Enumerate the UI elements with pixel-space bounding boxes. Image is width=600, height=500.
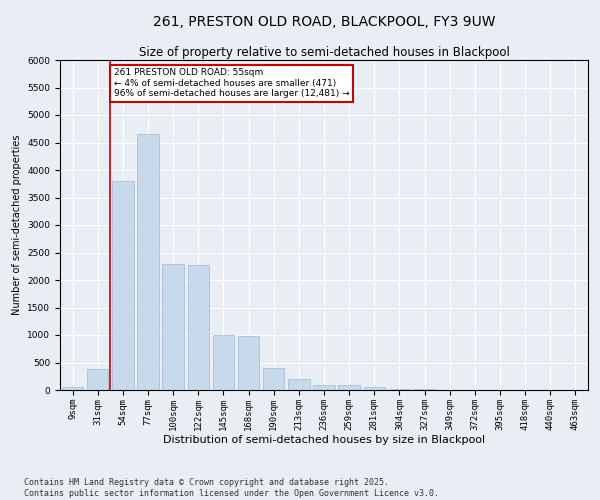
Y-axis label: Number of semi-detached properties: Number of semi-detached properties [12, 134, 22, 316]
Bar [389, 389, 410, 390]
Title: Size of property relative to semi-detached houses in Blackpool: Size of property relative to semi-detach… [139, 46, 509, 59]
Bar [163, 264, 184, 390]
Bar [338, 384, 360, 390]
Bar [238, 336, 259, 390]
Bar [213, 335, 234, 390]
Bar [112, 181, 134, 390]
Text: 261, PRESTON OLD ROAD, BLACKPOOL, FY3 9UW: 261, PRESTON OLD ROAD, BLACKPOOL, FY3 9U… [153, 15, 495, 29]
Bar [288, 379, 310, 390]
X-axis label: Distribution of semi-detached houses by size in Blackpool: Distribution of semi-detached houses by … [163, 436, 485, 446]
Bar [263, 368, 284, 390]
Bar [364, 387, 385, 390]
Text: 261 PRESTON OLD ROAD: 55sqm
← 4% of semi-detached houses are smaller (471)
96% o: 261 PRESTON OLD ROAD: 55sqm ← 4% of semi… [114, 68, 350, 98]
Bar [87, 368, 109, 390]
Bar [62, 387, 83, 390]
Bar [137, 134, 158, 390]
Bar [188, 264, 209, 390]
Text: Contains HM Land Registry data © Crown copyright and database right 2025.
Contai: Contains HM Land Registry data © Crown c… [24, 478, 439, 498]
Bar [313, 384, 335, 390]
